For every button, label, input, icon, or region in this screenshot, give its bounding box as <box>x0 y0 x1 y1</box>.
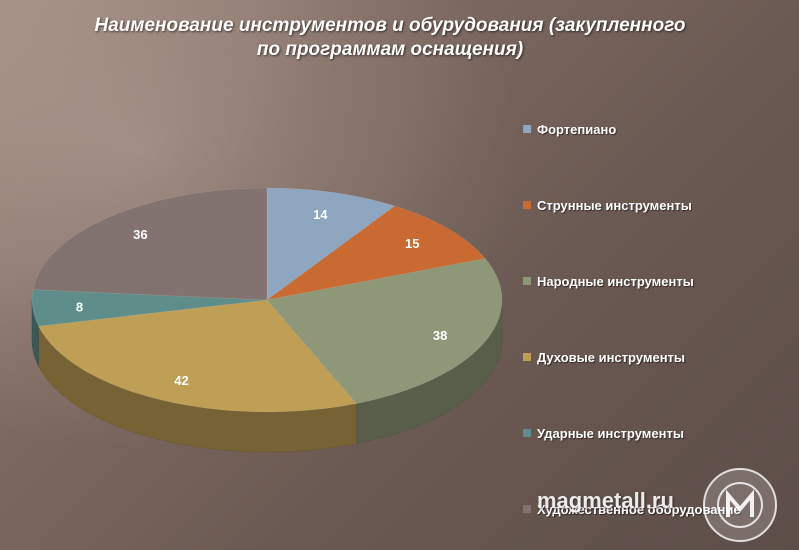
pie-data-labels: 14 15 38 42 8 36 <box>76 207 447 388</box>
pie-top-faces <box>31 187 503 413</box>
chart-title-line-1: Наименование инструментов и обурудования… <box>94 15 686 36</box>
data-label-2: 15 <box>405 236 419 251</box>
data-label-4: 42 <box>174 373 188 388</box>
legend-item-5: Ударные инструменты <box>523 424 793 442</box>
legend-swatch <box>523 505 531 513</box>
legend-item-2: Струнные инструменты <box>523 196 793 214</box>
data-label-1: 14 <box>313 207 328 222</box>
pie-slice-2 <box>266 205 486 301</box>
chart-title-line-2: по программам оснащения) <box>256 39 524 60</box>
data-label-5: 8 <box>76 299 83 314</box>
pie-slice-6 <box>32 187 268 301</box>
legend-swatch <box>523 353 531 361</box>
legend-swatch <box>523 277 531 285</box>
legend-item-3: Народные инструменты <box>523 272 793 290</box>
legend-item-1: Фортепиано <box>523 120 793 138</box>
legend-label: Ударные инструменты <box>537 425 684 441</box>
watermark-text: magmetall.ru <box>537 488 674 513</box>
pie-slice-4 <box>38 299 357 413</box>
legend-item-6: Художественное оборудование <box>523 500 793 518</box>
pie-slice-1 <box>266 187 396 301</box>
data-label-3: 38 <box>433 328 447 343</box>
legend-label: Струнные инструменты <box>537 197 692 213</box>
pie-slice-3 <box>266 258 503 404</box>
data-label-6: 36 <box>133 227 147 242</box>
chart-title: Наименование инструментов и обурудования… <box>40 14 740 62</box>
legend-label: Фортепиано <box>537 121 617 137</box>
watermark-seal-logo <box>703 468 777 542</box>
legend-swatch <box>523 429 531 437</box>
legend-label: Художественное оборудование <box>537 501 741 517</box>
legend-swatch <box>523 125 531 133</box>
legend-swatch <box>523 201 531 209</box>
pie-slice-5 <box>31 289 268 327</box>
legend-item-4: Духовые инструменты <box>523 348 793 366</box>
legend-label: Народные инструменты <box>537 273 694 289</box>
legend-label: Духовые инструменты <box>537 349 686 365</box>
